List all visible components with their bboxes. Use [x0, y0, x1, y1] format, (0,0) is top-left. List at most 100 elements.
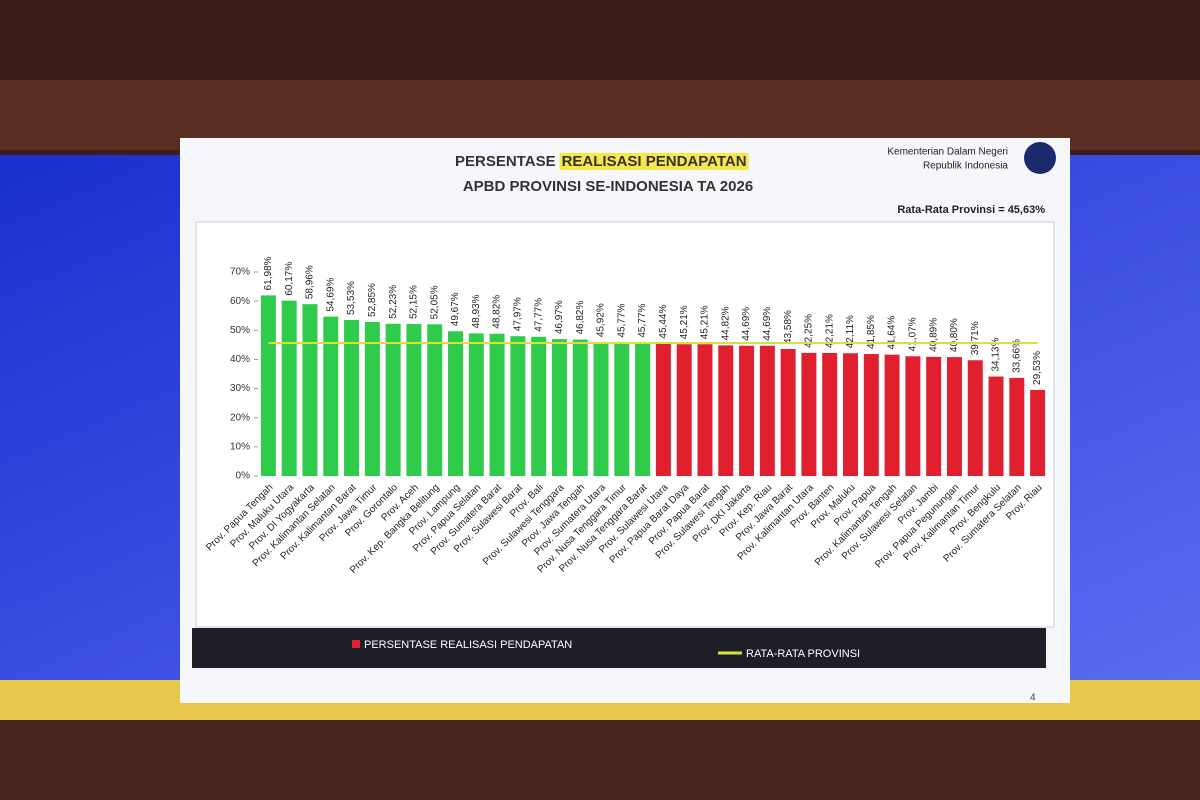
bar [884, 354, 900, 476]
value-label: 60,17% [284, 262, 295, 296]
value-label: 45,77% [637, 304, 648, 338]
bar [739, 345, 755, 476]
y-tick-label: 0% [236, 471, 251, 482]
value-label: 45,77% [616, 304, 627, 338]
bar [551, 339, 567, 476]
bar [1009, 377, 1025, 476]
value-label: 42,11% [845, 315, 856, 348]
legend-label: PERSENTASE REALISASI PENDAPATAN [364, 639, 572, 651]
bar [676, 344, 692, 476]
value-label: 49,67% [450, 292, 461, 326]
agency-line: Kementerian Dalam Negeri [887, 147, 1008, 158]
bar [1030, 389, 1046, 476]
value-label: 52,15% [409, 285, 420, 319]
value-label: 53,53% [346, 281, 357, 315]
bar [988, 376, 1004, 476]
y-tick-label: 60% [230, 296, 250, 307]
bar [967, 360, 983, 476]
value-label: 41,07% [908, 317, 919, 351]
bar [510, 336, 526, 476]
bar [572, 339, 588, 476]
value-label: 40,80% [949, 318, 960, 352]
value-label: 41,85% [866, 315, 877, 349]
legend-label: RATA-RATA PROVINSI [746, 648, 860, 660]
bar [364, 321, 380, 476]
value-label: 45,92% [596, 303, 607, 337]
value-label: 47,77% [533, 298, 544, 332]
chart-subtitle: APBD PROVINSI SE-INDONESIA TA 2026 [463, 178, 753, 195]
bar [801, 352, 817, 476]
value-label: 54,69% [325, 278, 336, 312]
y-tick-label: 20% [230, 412, 250, 423]
value-label: 39,71% [970, 321, 981, 355]
value-label: 52,85% [367, 283, 378, 317]
value-label: 58,96% [305, 265, 316, 299]
title-highlight: REALISASI PENDAPATAN [562, 153, 747, 170]
chart-title: PERSENTASE REALISASI PENDAPATAN [455, 153, 747, 170]
title-highlight-box [559, 152, 749, 170]
value-label: 52,05% [429, 285, 440, 319]
value-label: 48,93% [471, 294, 482, 328]
bar [531, 336, 547, 476]
value-label: 47,97% [513, 297, 524, 331]
legend-bar [192, 628, 1046, 668]
value-label: 45,44% [658, 305, 669, 339]
value-label: 61,98% [263, 256, 274, 290]
agency-logo [1024, 142, 1056, 174]
bar [780, 348, 796, 476]
bar [822, 352, 838, 476]
value-label: 33,66% [1011, 339, 1022, 373]
bar [406, 324, 422, 476]
bar [323, 316, 339, 476]
bar [302, 304, 318, 476]
bar [260, 295, 276, 476]
bar [655, 343, 671, 476]
value-label: 41,64% [887, 316, 898, 350]
bar [281, 300, 297, 476]
legend-swatch [352, 640, 360, 648]
y-tick-label: 30% [230, 383, 250, 394]
value-label: 46,97% [554, 300, 565, 334]
bar [635, 342, 651, 476]
bar [448, 331, 463, 476]
value-label: 43,58% [783, 310, 794, 344]
bar [385, 323, 401, 476]
y-tick-label: 40% [230, 354, 250, 365]
bar [905, 356, 921, 476]
value-label: 34,13% [991, 338, 1002, 372]
y-tick-label: 50% [230, 325, 250, 336]
bar [926, 356, 942, 476]
value-label: 52,23% [388, 285, 399, 319]
value-label: 48,82% [492, 295, 503, 329]
title-lead: PERSENTASE [455, 153, 556, 170]
value-label: 44,82% [720, 306, 731, 340]
bar [468, 333, 484, 476]
bar [427, 324, 443, 476]
bar [946, 357, 962, 476]
value-label: 44,69% [741, 307, 752, 341]
value-label: 42,25% [804, 314, 815, 348]
page-number: 4 [1030, 693, 1036, 704]
bar [593, 342, 609, 476]
bar [697, 344, 713, 476]
value-label: 46,82% [575, 301, 586, 335]
bar [489, 333, 505, 476]
value-label: 42,21% [824, 314, 835, 348]
stage-floor [0, 720, 1200, 800]
value-label: 45,21% [700, 305, 711, 339]
value-label: 45,21% [679, 305, 690, 339]
bar [759, 345, 775, 476]
value-label: 40,89% [928, 318, 939, 352]
bar [614, 342, 630, 476]
bar [863, 354, 879, 476]
y-tick-label: 70% [230, 267, 250, 278]
y-tick-label: 10% [230, 441, 250, 452]
bar [843, 353, 858, 476]
bar [718, 345, 734, 476]
bar [344, 319, 360, 476]
value-label: 29,53% [1032, 351, 1043, 385]
value-label: 44,69% [762, 307, 773, 341]
average-label: Rata-Rata Provinsi = 45,63% [897, 204, 1045, 216]
agency-line: Republik Indonesia [923, 161, 1008, 172]
